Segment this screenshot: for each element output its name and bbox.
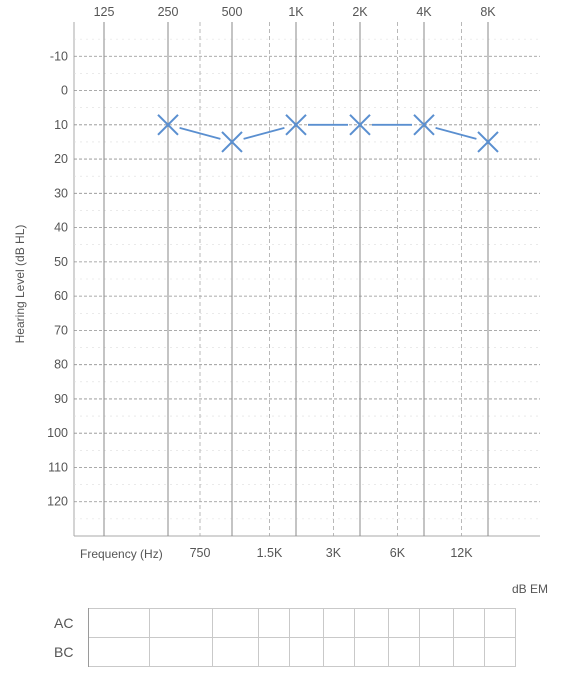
y-tick-label: 80 (54, 358, 68, 372)
audiogram-chart: 125 250 500 1K 2K 4K 8K 750 1.5K 3K 6K 12K -10 0 10 2… (13, 5, 540, 561)
y-tick-label: 0 (61, 84, 68, 98)
masking-row-label: AC (52, 608, 89, 638)
x-tick-labels-bottom: 750 1.5K 3K 6K 12K (190, 546, 474, 560)
y-tick-label: -10 (50, 49, 68, 63)
x-tick-labels-top: 125 250 500 1K 2K 4K 8K (94, 5, 497, 19)
masking-row-bc: BC (52, 637, 516, 667)
masking-cell[interactable] (88, 608, 150, 638)
series-connector (435, 127, 477, 140)
masking-cell[interactable] (212, 608, 259, 638)
x-marker-stroke (285, 114, 307, 136)
masking-cell[interactable] (212, 637, 259, 667)
masking-row-label: BC (52, 637, 89, 667)
masking-cell[interactable] (149, 637, 213, 667)
y-tick-label: 90 (54, 392, 68, 406)
series-connector (179, 127, 221, 140)
series-layer (157, 114, 499, 153)
data-point-x-marker (285, 114, 307, 136)
masking-cell[interactable] (419, 637, 454, 667)
y-tick-label: 40 (54, 221, 68, 235)
masking-table: AC BC (52, 608, 516, 667)
masking-cell[interactable] (484, 637, 516, 667)
x-marker-stroke (349, 114, 371, 136)
masking-cell[interactable] (453, 608, 485, 638)
x-tick-label-bottom: 12K (450, 546, 473, 560)
masking-cell[interactable] (149, 608, 213, 638)
x-axis-title: Frequency (Hz) (80, 547, 163, 561)
masking-cell[interactable] (289, 637, 324, 667)
x-tick-label-top: 500 (222, 5, 243, 19)
x-tick-label-top: 125 (94, 5, 115, 19)
x-tick-label-top: 4K (416, 5, 432, 19)
y-tick-label: 60 (54, 289, 68, 303)
series-connector (243, 127, 285, 140)
data-point-x-marker (157, 114, 179, 136)
x-tick-label-top: 250 (158, 5, 179, 19)
data-point-x-marker (413, 114, 435, 136)
x-marker-stroke (413, 114, 435, 136)
x-marker-stroke (157, 114, 179, 136)
masking-cell[interactable] (88, 637, 150, 667)
masking-cell[interactable] (419, 608, 454, 638)
masking-cell[interactable] (354, 637, 389, 667)
y-tick-label: 120 (47, 495, 68, 509)
masking-cell[interactable] (258, 608, 290, 638)
data-point-x-marker (477, 131, 499, 153)
x-tick-label-top: 8K (480, 5, 496, 19)
y-tick-label: 50 (54, 255, 68, 269)
masking-cell[interactable] (323, 637, 355, 667)
x-tick-label-bottom: 6K (390, 546, 406, 560)
masking-cell[interactable] (289, 608, 324, 638)
y-tick-label: 70 (54, 323, 68, 337)
x-tick-label-bottom: 3K (326, 546, 342, 560)
x-tick-label-top: 2K (352, 5, 368, 19)
masking-cell[interactable] (354, 608, 389, 638)
y-axis-title: Hearing Level (dB HL) (13, 225, 27, 344)
masking-cell[interactable] (484, 608, 516, 638)
masking-cell[interactable] (388, 637, 420, 667)
masking-cell[interactable] (323, 608, 355, 638)
x-tick-label-top: 1K (288, 5, 304, 19)
y-tick-labels: -10 0 10 20 30 40 50 60 70 80 90 100 110 120 (47, 49, 68, 508)
masking-cell[interactable] (388, 608, 420, 638)
y-tick-label: 30 (54, 186, 68, 200)
x-marker-stroke (477, 131, 499, 153)
y-tick-label: 20 (54, 152, 68, 166)
masking-unit-label: dB EM (512, 582, 549, 596)
data-point-x-marker (349, 114, 371, 136)
masking-row-ac: AC (52, 608, 516, 638)
chart-grid (73, 22, 540, 537)
data-point-x-marker (221, 131, 243, 153)
x-tick-label-bottom: 750 (190, 546, 211, 560)
y-tick-label: 110 (48, 460, 68, 474)
x-marker-stroke (221, 131, 243, 153)
y-tick-label: 10 (54, 118, 68, 132)
x-tick-label-bottom: 1.5K (257, 546, 283, 560)
y-tick-label: 100 (47, 426, 68, 440)
masking-cell[interactable] (453, 637, 485, 667)
masking-cell[interactable] (258, 637, 290, 667)
